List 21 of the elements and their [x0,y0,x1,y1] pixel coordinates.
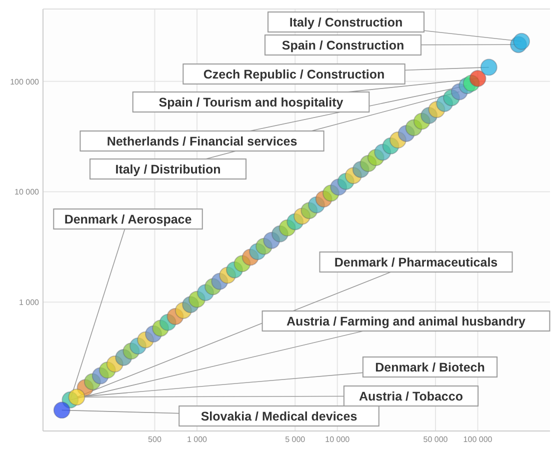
annotation: Italy / Distribution [115,162,221,176]
x-tick-label: 10 000 [325,435,350,444]
annotation: Spain / Construction [282,38,404,52]
x-tick-label: 5 000 [285,435,306,444]
y-tick-label: 100 000 [10,77,40,86]
y-tick-label: 1 000 [18,298,40,308]
annotation: Netherlands / Financial services [106,134,298,148]
annotation: Denmark / Aerospace [64,212,192,226]
annotation: Austria / Tobacco [359,390,464,404]
annotation: Czech Republic / Construction [203,68,385,82]
annotation: Denmark / Biotech [375,360,485,374]
annotation: Spain / Tourism and hospitality [158,96,344,110]
x-tick-label: 1 000 [186,435,208,444]
x-tick-label: 100 000 [463,435,493,444]
annotation: Denmark / Pharmaceuticals [334,256,498,270]
x-tick-label: 50 000 [423,435,448,444]
annotation: Austria / Farming and animal husbandry [286,314,526,328]
annotation: Slovakia / Medical devices [200,410,358,424]
x-tick-label: 500 [148,435,162,444]
y-tick-label: 10 000 [14,188,40,197]
annotation: Italy / Construction [289,16,403,30]
